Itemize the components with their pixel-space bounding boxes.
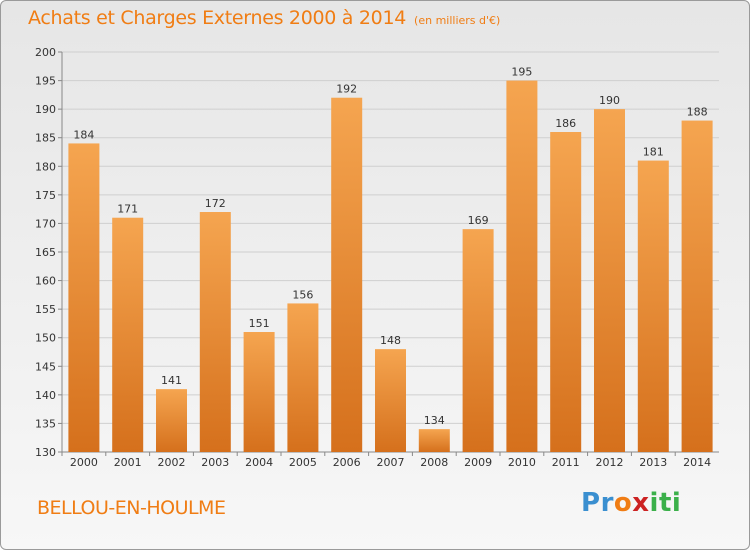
logo-letter: r <box>600 488 614 518</box>
x-tick-label: 2012 <box>596 456 624 469</box>
bar <box>418 429 450 452</box>
bar <box>375 349 406 452</box>
x-tick-label: 2004 <box>245 456 273 469</box>
bar <box>112 217 144 452</box>
bar-value-label: 181 <box>643 146 664 159</box>
y-tick-label: 130 <box>35 446 56 459</box>
x-tick-label: 2001 <box>114 456 142 469</box>
proxiti-logo: Proxiti <box>581 488 681 518</box>
x-tick-label: 2011 <box>552 456 580 469</box>
bar-value-label: 184 <box>73 128 94 141</box>
bar-value-label: 169 <box>468 214 489 227</box>
bar-value-label: 192 <box>336 83 357 96</box>
location-label: BELLOU-EN-HOULME <box>37 497 226 519</box>
bar-value-label: 141 <box>161 374 182 387</box>
logo-letter: t <box>658 488 672 518</box>
y-tick-label: 170 <box>35 217 56 230</box>
bar-value-label: 186 <box>555 117 576 130</box>
bar-value-label: 172 <box>205 197 226 210</box>
bar <box>243 332 275 452</box>
bar <box>68 143 100 452</box>
chart-title: Achats et Charges Externes 2000 à 2014 (e… <box>28 7 500 29</box>
chart-unit: (en milliers d'€) <box>414 14 501 27</box>
bar <box>550 132 582 452</box>
bar-value-label: 151 <box>249 317 270 330</box>
y-tick-label: 200 <box>35 46 56 59</box>
chart-title-text: Achats et Charges Externes 2000 à 2014 <box>28 7 407 29</box>
bar <box>156 389 187 452</box>
y-tick-label: 140 <box>35 389 56 402</box>
y-tick-label: 145 <box>35 360 56 373</box>
bar <box>506 80 538 453</box>
x-tick-label: 2002 <box>158 456 186 469</box>
bar <box>681 120 713 453</box>
bar <box>287 303 319 452</box>
x-tick-label: 2000 <box>70 456 98 469</box>
bar-value-label: 156 <box>292 288 313 301</box>
x-tick-label: 2006 <box>333 456 361 469</box>
bar <box>331 97 363 452</box>
bar-value-label: 190 <box>599 94 620 107</box>
bar-value-label: 188 <box>687 106 708 119</box>
bars: 184 171 141 172 151 156 192 148 134 169 195 186 190 1… <box>68 66 713 453</box>
bar-value-label: 134 <box>424 414 445 427</box>
y-tick-label: 190 <box>35 103 56 116</box>
bar <box>594 109 625 453</box>
y-tick-label: 160 <box>35 275 56 288</box>
bar <box>462 229 494 452</box>
bar <box>199 212 231 452</box>
y-tick-label: 150 <box>35 332 56 345</box>
logo-letter: P <box>581 488 601 518</box>
y-tick-label: 175 <box>35 189 56 202</box>
x-axis-ticks: 2000 2001 2002 2003 2004 2005 2006 2007 2008 2009… <box>61 452 711 469</box>
x-tick-label: 2009 <box>464 456 492 469</box>
bar <box>637 160 669 453</box>
x-tick-label: 2005 <box>289 456 317 469</box>
y-tick-label: 185 <box>35 132 56 145</box>
x-tick-label: 2014 <box>683 456 711 469</box>
y-tick-label: 165 <box>35 246 56 259</box>
x-tick-label: 2008 <box>420 456 448 469</box>
bar-value-label: 171 <box>117 203 138 216</box>
x-tick-label: 2003 <box>201 456 229 469</box>
bar-value-label: 195 <box>511 66 532 79</box>
bar-value-label: 148 <box>380 334 401 347</box>
logo-letter: i <box>649 488 659 518</box>
y-tick-label: 195 <box>35 75 56 88</box>
y-tick-label: 180 <box>35 160 56 173</box>
y-tick-label: 155 <box>35 303 56 316</box>
x-tick-label: 2013 <box>639 456 667 469</box>
y-axis-ticks: 130 135 140 145 150 155 160 165 170 175 180 185 190 1… <box>35 46 62 459</box>
x-tick-label: 2007 <box>377 456 405 469</box>
logo-letter: o <box>613 488 633 518</box>
y-tick-label: 135 <box>35 417 56 430</box>
x-tick-label: 2010 <box>508 456 536 469</box>
logo-letter: x <box>632 488 650 518</box>
logo-letter: i <box>671 488 682 518</box>
